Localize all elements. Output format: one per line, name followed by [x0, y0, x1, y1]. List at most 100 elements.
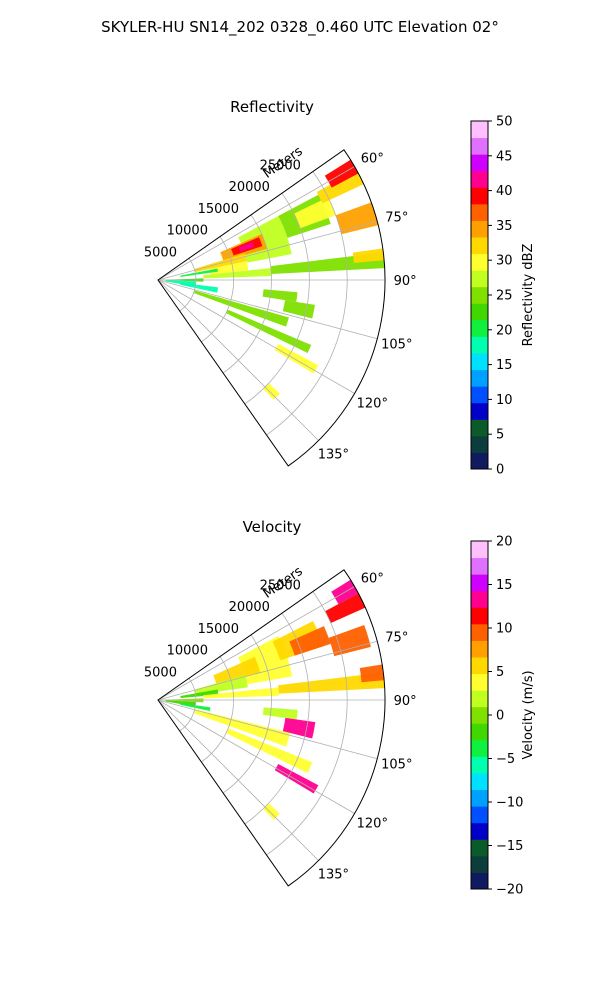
colorbar-segment — [471, 452, 488, 470]
colorbar-tick-label: −20 — [496, 883, 523, 898]
colorbar-segment — [471, 640, 488, 658]
colorbar-segment — [471, 590, 488, 608]
colorbar-segment — [471, 203, 488, 221]
colorbar-tick-label: 5 — [496, 428, 504, 443]
colorbar-segment — [471, 872, 488, 890]
colorbar-segment — [471, 607, 488, 625]
colorbar-segment — [471, 657, 488, 675]
echo-cell — [278, 672, 385, 694]
echo-cell — [294, 197, 336, 229]
colorbar-label: Reflectivity dBZ — [521, 244, 536, 347]
echo-cell — [193, 709, 291, 747]
range-ring — [201, 656, 235, 763]
echo-cell — [282, 300, 315, 319]
velocity-title: Velocity — [243, 518, 302, 536]
range-ring — [222, 634, 272, 794]
colorbar-tick-label: 45 — [496, 149, 513, 164]
colorbar-tick-label: 5 — [496, 665, 504, 680]
velocity-tick-labels: 5000 10000 15000 20000 25000 60° 75° 90° 105° 120… — [144, 571, 417, 882]
colorbar-segment — [471, 739, 488, 757]
reflectivity-panel: Reflectivity 5000 10000 15000 20000 25000 60°… — [144, 98, 536, 478]
azimuth-spoke — [157, 640, 378, 701]
colorbar-segment — [471, 574, 488, 592]
colorbar-segment — [471, 706, 488, 724]
colorbar-segment — [471, 673, 488, 691]
colorbar-segment — [471, 435, 488, 453]
radial-tick-label: 15000 — [198, 622, 239, 637]
azimuth-tick-label: 135° — [318, 867, 349, 882]
radial-tick-label: 5000 — [144, 665, 177, 680]
colorbar-tick-label: −15 — [496, 839, 523, 854]
azimuth-spoke — [157, 586, 355, 701]
figure-title: SKYLER-HU SN14_202 0328_0.460 UTC Elevat… — [101, 18, 499, 37]
colorbar-tick-label: 20 — [496, 323, 513, 338]
velocity-panel: Velocity 5000 10000 15000 20000 25000 60° 75° 9… — [144, 518, 536, 898]
colorbar-segment — [471, 187, 488, 205]
echo-cell — [180, 689, 219, 699]
sector-frame — [157, 149, 386, 467]
range-ring — [266, 591, 348, 856]
radial-tick-label: 15000 — [198, 202, 239, 217]
colorbar-segment — [471, 270, 488, 288]
colorbar-segment — [471, 353, 488, 371]
radial-tick-label: 20000 — [229, 600, 270, 615]
velocity-echoes — [161, 579, 385, 820]
azimuth-tick-label: 105° — [381, 337, 412, 352]
azimuth-spoke — [157, 166, 355, 281]
azimuth-spoke — [157, 699, 355, 814]
echo-cell — [194, 674, 248, 695]
radial-tick-label: 20000 — [229, 180, 270, 195]
echo-cell — [209, 261, 249, 275]
radial-tick-label: 10000 — [167, 224, 208, 239]
echo-cell — [263, 383, 280, 400]
azimuth-tick-label: 120° — [357, 817, 388, 832]
colorbar-segment — [471, 386, 488, 404]
radial-tick-label: 10000 — [167, 644, 208, 659]
colorbar-segment — [471, 121, 488, 139]
echo-cell — [328, 624, 371, 657]
colorbar-tick-label: 15 — [496, 578, 513, 593]
colorbar-segment — [471, 402, 488, 420]
colorbar-tick-label: 30 — [496, 254, 513, 269]
colorbar-segment — [471, 773, 488, 791]
azimuth-spoke — [157, 279, 319, 441]
colorbar-tick-label: 25 — [496, 289, 513, 304]
velocity-colorbar: −20 −15 −10 −5 0 5 10 15 20 Velocity (m/s) — [470, 535, 536, 898]
echo-cell — [335, 202, 379, 235]
colorbar-segment — [471, 855, 488, 873]
colorbar-segment — [471, 137, 488, 155]
echo-cell — [325, 593, 366, 624]
colorbar-tick-label: 0 — [496, 709, 504, 724]
colorbar-tick-label: 50 — [496, 115, 513, 130]
radial-tick-label: 25000 — [260, 578, 301, 593]
echo-cell — [262, 289, 298, 302]
colorbar-tick-label: 35 — [496, 219, 513, 234]
radial-tick-label: 5000 — [144, 245, 177, 260]
echo-cell — [263, 803, 280, 820]
colorbar-segment — [471, 154, 488, 172]
echo-cell — [359, 664, 385, 683]
echo-cell — [180, 282, 219, 293]
colorbar-segment — [471, 170, 488, 188]
echo-cell — [203, 268, 272, 279]
echo-cell — [238, 241, 255, 252]
azimuth-tick-label: 75° — [385, 631, 408, 646]
colorbar-segment — [471, 623, 488, 641]
colorbar-segment — [471, 286, 488, 304]
azimuth-tick-label: 90° — [394, 694, 417, 709]
range-ring — [201, 236, 235, 343]
azimuth-tick-label: 90° — [394, 274, 417, 289]
range-ring — [266, 171, 348, 436]
azimuth-tick-label: 60° — [361, 571, 384, 586]
colorbar-tick-label: −5 — [496, 752, 515, 767]
echo-cell — [262, 707, 298, 720]
reflectivity-tick-labels: 5000 10000 15000 20000 25000 60° 75° 90° 105° 120… — [144, 151, 417, 462]
colorbar-segment — [471, 839, 488, 857]
reflectivity-colorbar: 0 5 10 15 20 25 30 35 40 45 50 Reflectivity dBZ — [470, 115, 536, 478]
azimuth-spoke — [157, 220, 378, 281]
colorbar-segment — [471, 220, 488, 238]
echo-cell — [203, 687, 279, 699]
echo-cell — [180, 268, 218, 277]
colorbar-tick-label: −10 — [496, 796, 523, 811]
echo-cell — [226, 728, 313, 773]
